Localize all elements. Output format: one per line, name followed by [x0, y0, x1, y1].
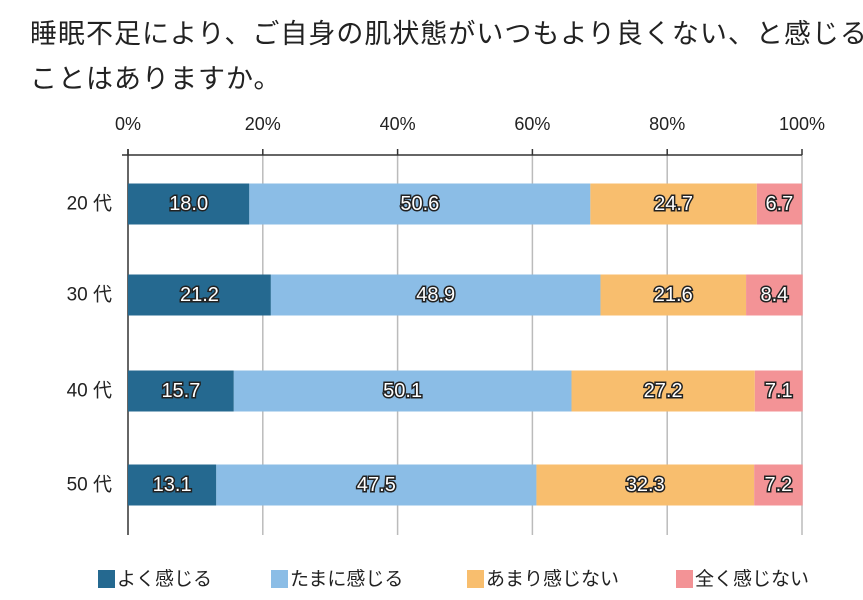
bar-segment [536, 464, 755, 506]
bar-segment [216, 464, 537, 506]
data-label: 50.6 [400, 193, 439, 215]
bar-segment [754, 464, 803, 506]
bar-segment [746, 274, 803, 316]
legend-swatch [271, 570, 288, 588]
bar-segment [756, 183, 802, 225]
legend-label: よく感じる [117, 568, 212, 590]
category-label: 20 代 [67, 193, 112, 215]
bar-segment [600, 274, 747, 316]
bar-segment [128, 274, 271, 316]
data-label: 32.3 [626, 474, 665, 496]
tick-label: 80% [649, 114, 685, 134]
tick-label: 100% [779, 114, 825, 134]
category-label: 40 代 [67, 380, 112, 402]
data-label: 18.0 [169, 193, 208, 215]
bar-segment [128, 370, 234, 412]
tick-label: 60% [514, 114, 550, 134]
legend-swatch [467, 570, 484, 588]
bar-segment [128, 183, 250, 225]
data-label: 15.7 [161, 380, 200, 402]
bar-segment [128, 464, 217, 506]
legend-swatch [676, 570, 693, 588]
data-label: 27.2 [644, 380, 683, 402]
data-label: 8.4 [760, 284, 788, 306]
legend-swatch [98, 570, 115, 588]
bar-segment [233, 370, 572, 412]
data-label: 21.2 [180, 284, 219, 306]
bar-segment [249, 183, 591, 225]
bar-segment [590, 183, 757, 225]
category-label: 30 代 [67, 284, 112, 306]
data-label: 6.7 [766, 193, 794, 215]
data-label: 50.1 [383, 380, 422, 402]
bar-segment [754, 370, 803, 412]
data-label: 7.1 [765, 380, 793, 402]
data-label: 48.9 [416, 284, 455, 306]
legend-label: 全く感じない [695, 568, 809, 590]
data-label: 13.1 [153, 474, 192, 496]
data-label: 47.5 [357, 474, 396, 496]
data-label: 24.7 [654, 193, 693, 215]
data-label: 7.2 [765, 474, 793, 496]
data-label: 21.6 [654, 284, 693, 306]
category-label: 50 代 [67, 474, 112, 496]
bar-segment [571, 370, 755, 412]
bar-segment [270, 274, 601, 316]
chart-title: 睡眠不足により、ご自身の肌状態がいつもより良くない、と感じることはありますか。 [30, 19, 863, 95]
tick-label: 40% [380, 114, 416, 134]
tick-label: 0% [115, 114, 141, 134]
legend-label: たまに感じる [290, 568, 403, 590]
legend-label: あまり感じない [486, 568, 619, 590]
tick-label: 20% [245, 114, 281, 134]
